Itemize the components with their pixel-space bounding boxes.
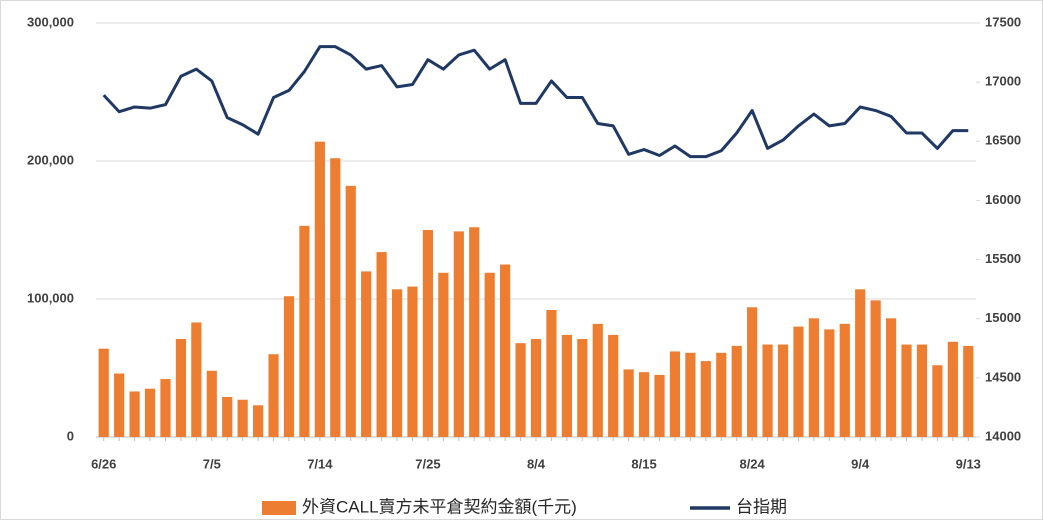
x-tick-label: 6/26: [91, 456, 116, 471]
y2-tick-label: 15000: [985, 310, 1021, 325]
bar: [484, 272, 495, 437]
bar: [253, 405, 264, 437]
bar: [283, 296, 295, 437]
legend-label: 台指期: [736, 497, 787, 516]
x-tick-label: 8/24: [739, 456, 765, 471]
bar: [361, 271, 372, 437]
bar: [654, 374, 665, 437]
y2-tick-label: 14500: [985, 369, 1021, 384]
bar: [839, 323, 850, 437]
bar: [577, 339, 588, 437]
bar: [175, 339, 187, 437]
bar: [700, 361, 711, 437]
bar: [855, 289, 866, 437]
bar: [808, 318, 819, 437]
bar: [114, 373, 125, 437]
y-tick-label: 0: [67, 428, 74, 443]
x-tick-label: 8/4: [527, 456, 546, 471]
bar: [453, 231, 464, 437]
bar: [608, 334, 619, 437]
line: [102, 45, 969, 159]
x-tick-label: 9/4: [851, 456, 870, 471]
bar: [546, 310, 557, 437]
bar: [716, 352, 727, 437]
legend-label: 外資CALL賣方未平倉契約金額(千元): [302, 497, 577, 516]
bar: [947, 341, 958, 437]
legend-swatch: [262, 501, 296, 515]
bar: [237, 399, 248, 437]
x-tick-label: 9/13: [956, 456, 981, 471]
x-tick-label: 7/5: [203, 456, 221, 471]
bar: [824, 329, 835, 437]
y2-tick-label: 17000: [985, 74, 1021, 89]
x-tick-label: 8/15: [631, 456, 656, 471]
y2-tick-label: 16500: [985, 133, 1021, 148]
bar: [500, 264, 511, 437]
bar: [623, 369, 634, 437]
bar: [206, 370, 217, 437]
y-tick-label: 300,000: [27, 14, 74, 29]
bar: [345, 185, 356, 437]
y-tick-label: 100,000: [27, 290, 74, 305]
bar: [469, 227, 480, 437]
bar: [901, 344, 912, 437]
bar: [222, 396, 233, 437]
bar: [144, 388, 156, 437]
bar: [438, 272, 449, 437]
bar: [685, 352, 696, 437]
bar: [314, 141, 325, 437]
bar: [762, 344, 773, 437]
bar: [747, 307, 758, 437]
bar: [561, 334, 572, 437]
x-tick-label: 7/14: [307, 456, 333, 471]
bar: [330, 158, 341, 438]
bar: [916, 344, 928, 437]
bar: [592, 323, 603, 437]
bar: [731, 345, 742, 437]
bar: [885, 318, 897, 437]
bar: [391, 289, 403, 437]
bar: [932, 365, 943, 437]
bar: [129, 391, 140, 437]
y2-tick-label: 15500: [985, 251, 1021, 266]
bar: [422, 230, 434, 437]
bar: [530, 339, 542, 437]
bar: [777, 344, 789, 437]
bar: [299, 225, 310, 437]
bar: [669, 351, 681, 437]
bar: [98, 348, 109, 437]
x-tick-label: 7/25: [415, 456, 440, 471]
y2-tick-label: 16000: [985, 192, 1021, 207]
bar: [870, 300, 881, 437]
bar: [191, 322, 202, 437]
bar: [376, 252, 387, 437]
y2-tick-label: 17500: [985, 14, 1021, 29]
bar: [793, 326, 804, 437]
bar: [963, 345, 974, 437]
bar: [407, 286, 418, 437]
bar: [268, 354, 279, 437]
bar: [638, 372, 650, 437]
y2-tick-label: 14000: [985, 428, 1021, 443]
bar: [515, 343, 526, 437]
y-tick-label: 200,000: [27, 152, 74, 167]
bar: [160, 379, 171, 437]
